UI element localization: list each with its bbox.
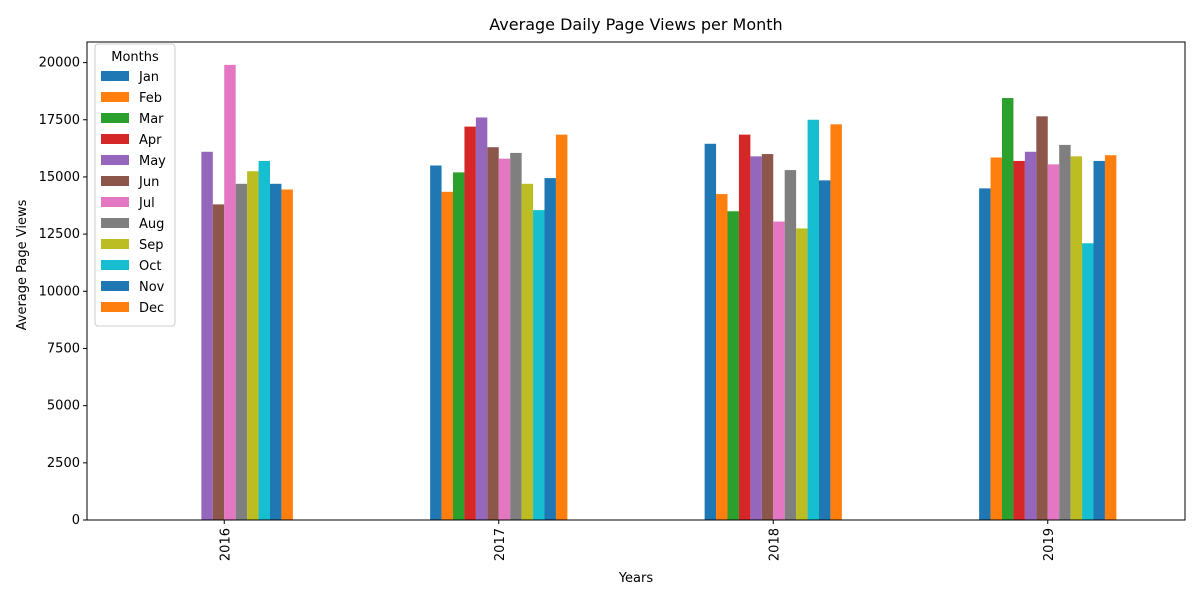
x-tick-label: 2018	[767, 528, 782, 561]
x-tick-label: 2016	[218, 528, 233, 561]
bar-jun-2018	[761, 154, 774, 520]
bar-jul-2017	[498, 158, 511, 520]
bar-oct-2017	[533, 210, 545, 520]
bar-sep-2018	[796, 228, 808, 520]
bar-jul-2016	[224, 64, 236, 521]
legend-swatch-oct	[101, 260, 129, 270]
legend-label-may: May	[139, 154, 166, 169]
legend-swatch-jul	[101, 197, 129, 207]
plot-frame	[86, 41, 1186, 521]
bar-apr-2017	[464, 126, 476, 521]
bar-jan-2017	[430, 165, 442, 520]
y-tick-label: 10000	[39, 284, 80, 299]
bar-oct-2019	[1082, 243, 1094, 520]
y-tick-label: 0	[72, 513, 80, 528]
bar-nov-2018	[819, 180, 831, 520]
y-tick-label: 2500	[47, 456, 80, 471]
bar-may-2018	[750, 156, 762, 520]
bar-apr-2018	[738, 134, 751, 520]
bar-jun-2019	[1036, 116, 1048, 520]
bar-sep-2017	[521, 183, 534, 521]
legend-label-jul: Jul	[138, 196, 155, 211]
y-tick-label: 12500	[39, 227, 80, 242]
y-axis-label: Average Page Views	[15, 199, 30, 330]
legend-label-jan: Jan	[138, 70, 159, 85]
bar-jun-2016	[212, 204, 225, 520]
bar-mar-2017	[453, 172, 465, 521]
bar-mar-2018	[727, 211, 739, 521]
legend-label-jun: Jun	[138, 175, 159, 190]
bar-nov-2017	[544, 178, 556, 520]
bar-jan-2018	[704, 143, 717, 520]
bar-jun-2017	[487, 147, 499, 520]
y-tick-label: 20000	[39, 56, 80, 71]
y-tick-label: 17500	[39, 113, 80, 128]
bar-feb-2017	[441, 191, 453, 521]
bar-mar-2019	[1002, 98, 1014, 520]
bar-sep-2019	[1070, 156, 1083, 520]
bar-apr-2019	[1013, 160, 1025, 520]
legend-label-feb: Feb	[139, 91, 162, 106]
legend-label-sep: Sep	[139, 238, 164, 253]
legend-swatch-nov	[101, 281, 129, 291]
bar-dec-2016	[281, 189, 293, 520]
bars-layer	[201, 64, 1117, 521]
bar-jul-2019	[1047, 164, 1060, 521]
bar-aug-2017	[510, 152, 522, 521]
bar-may-2017	[475, 117, 488, 520]
x-tick-label: 2019	[1042, 528, 1057, 561]
bar-jan-2019	[979, 188, 991, 520]
bar-dec-2018	[830, 124, 842, 520]
legend-label-apr: Apr	[139, 133, 162, 148]
legend-label-mar: Mar	[139, 112, 164, 127]
legend-swatch-sep	[101, 239, 129, 249]
bar-aug-2019	[1059, 144, 1071, 521]
bar-nov-2019	[1093, 160, 1105, 520]
bar-dec-2019	[1104, 155, 1117, 520]
legend-swatch-aug	[101, 218, 129, 228]
bar-may-2016	[201, 151, 213, 520]
bar-aug-2018	[784, 170, 797, 520]
bar-dec-2017	[555, 134, 568, 520]
y-tick-label: 5000	[47, 399, 80, 414]
bar-jul-2018	[773, 221, 785, 521]
bar-feb-2018	[716, 194, 728, 520]
bar-oct-2018	[807, 119, 819, 520]
bar-nov-2016	[270, 183, 282, 521]
legend-swatch-mar	[101, 113, 129, 123]
bar-aug-2016	[235, 183, 248, 521]
y-tick-label: 15000	[39, 170, 80, 185]
legend-title: Months	[111, 50, 159, 65]
legend-swatch-jan	[101, 71, 129, 81]
legend-label-oct: Oct	[139, 259, 161, 274]
x-axis-label: Years	[618, 571, 654, 586]
legend-swatch-dec	[101, 302, 129, 312]
legend-label-nov: Nov	[139, 280, 165, 295]
bar-feb-2019	[990, 157, 1002, 520]
bar-oct-2016	[258, 160, 270, 520]
legend-swatch-jun	[101, 176, 129, 186]
y-tick-label: 7500	[47, 341, 80, 356]
legend-label-aug: Aug	[139, 217, 164, 232]
bar-sep-2016	[247, 171, 259, 520]
x-tick-label: 2017	[493, 528, 508, 561]
axes-layer: 0 2500 5000 7500 10000 12500 15000 17500 20000 20…	[39, 41, 1186, 561]
legend-swatch-feb	[101, 92, 129, 102]
legend-swatch-may	[101, 155, 129, 165]
chart-title: Average Daily Page Views per Month	[489, 15, 782, 34]
legend-label-dec: Dec	[139, 301, 164, 316]
bar-may-2019	[1024, 151, 1037, 520]
legend: Months Jan Feb Mar Apr May Jun Jul Aug Sep Oct Nov D…	[94, 43, 176, 327]
legend-swatch-apr	[101, 134, 129, 144]
